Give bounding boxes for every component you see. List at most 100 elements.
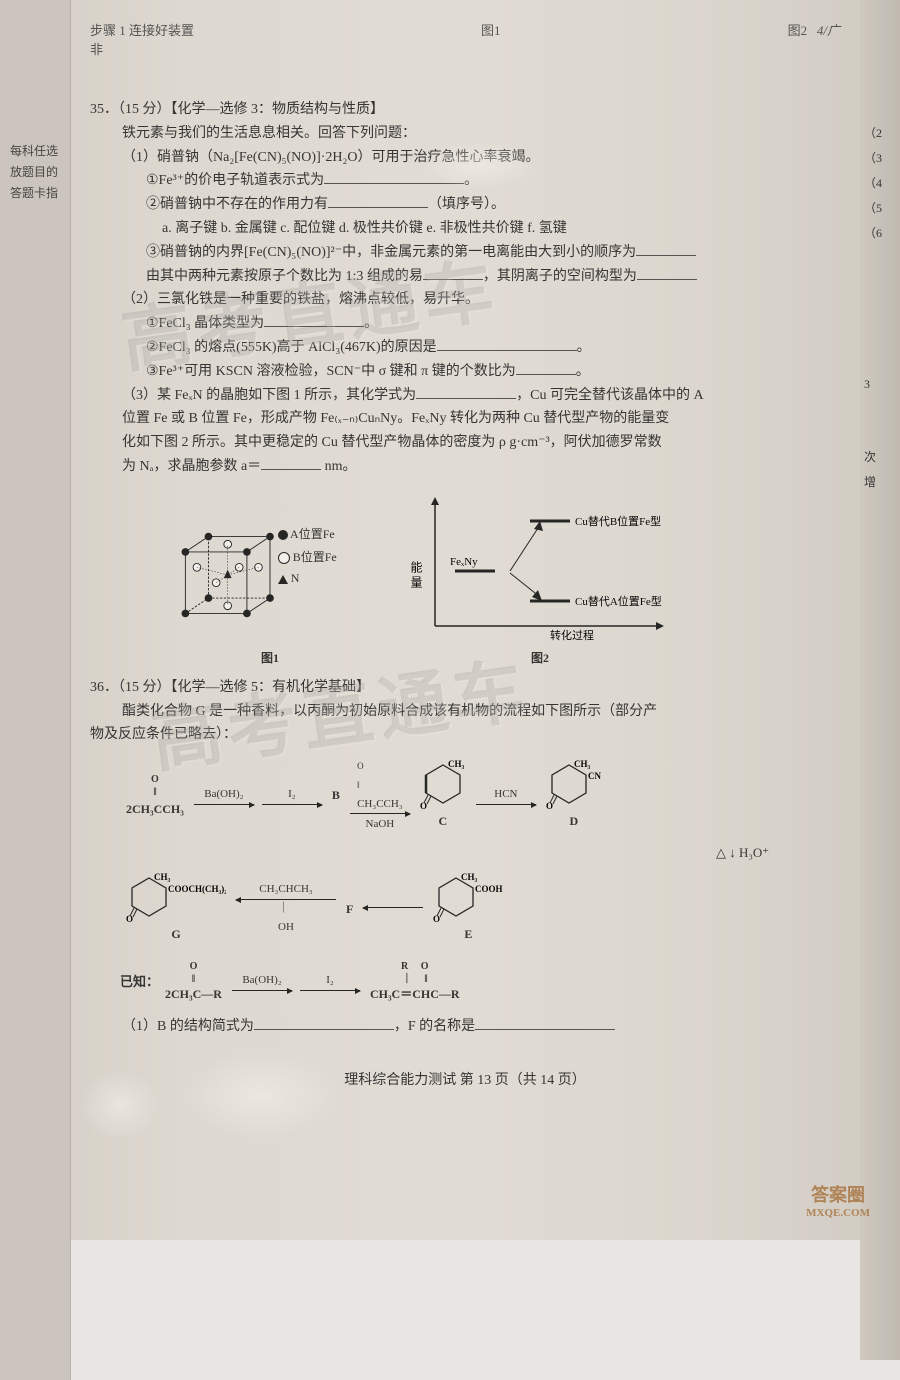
bleed-text: 步骤 1 连接好装置 bbox=[90, 23, 194, 38]
bleed-text: 图2 bbox=[788, 23, 808, 38]
q35-p1c2: 由其中两种元素按原子个数比为 1:3 组成的易，其阴离子的空间构型为 bbox=[90, 265, 840, 289]
edge-text: （3 bbox=[860, 145, 900, 170]
q35-p1b: ②硝普钠中不存在的作用力有（填序号）。 bbox=[90, 193, 840, 217]
level-label: Cu替代B位置Fe型 bbox=[575, 514, 661, 528]
exam-page: 每科任选 放题目的 答题卡指 （2 （3 （4 （5 （6 3 次 增 步骤 1… bbox=[0, 0, 900, 1240]
ring-icon: CH₃ CN O bbox=[546, 759, 602, 809]
top-bleed-row: 步骤 1 连接好装置非 图1 图2 4/广 bbox=[90, 20, 840, 58]
blank bbox=[416, 384, 516, 399]
open-dot-icon bbox=[278, 552, 290, 564]
arrow-left-icon: CH₃CHCH₃｜OH bbox=[236, 880, 336, 936]
handwriting: 4/广 bbox=[817, 23, 840, 38]
right-page-edge: （2 （3 （4 （5 （6 3 次 增 bbox=[860, 0, 900, 1360]
mol-E: CH₃COOHO E bbox=[433, 872, 503, 944]
svg-text:FeₓNy: FeₓNy bbox=[450, 556, 478, 568]
svg-text:COOCH(CH₃)₂: COOCH(CH₃)₂ bbox=[168, 884, 226, 894]
q35-p2a: ①FeCl₃ 晶体类型为。 bbox=[90, 312, 840, 336]
edge-text: 3 bbox=[860, 373, 900, 396]
margin-text: 放题目的 bbox=[0, 161, 70, 182]
svg-text:CH₃: CH₃ bbox=[461, 872, 478, 882]
svg-text:COOH: COOH bbox=[475, 884, 503, 894]
svg-text:CH₃: CH₃ bbox=[574, 759, 591, 769]
left-binding-margin: 每科任选 放题目的 答题卡指 bbox=[0, 0, 71, 1380]
q36-sub1: （1）B 的结构简式为，F 的名称是 bbox=[90, 1015, 840, 1039]
mol-G: CH₃COOCH(CH₃)₂O G bbox=[126, 872, 226, 944]
mol-C: CH₃O C bbox=[420, 759, 466, 831]
margin-text: 每科任选 bbox=[0, 140, 70, 161]
blank bbox=[324, 169, 464, 184]
ring-icon: CH₃ COOH O bbox=[433, 872, 503, 922]
arrow-icon: O‖CH₃CCH₃ NaOH bbox=[350, 757, 410, 834]
q35-p3-l2: 位置 Fe 或 B 位置 Fe，形成产物 Fe₍ₓ₋ₙ₎CuₙNy。FeₓNy … bbox=[90, 407, 840, 431]
q35-p3-l4: 为 Nₐ，求晶胞参数 a＝ nm。 bbox=[90, 455, 840, 479]
figure-1-legend: A位置Fe B位置Fe N bbox=[278, 525, 370, 592]
arrow-icon: I₂ bbox=[300, 971, 360, 992]
ring-icon: CH₃ COOCH(CH₃)₂ O bbox=[126, 872, 226, 922]
blank bbox=[637, 265, 697, 280]
blank bbox=[261, 455, 321, 470]
blank bbox=[516, 360, 576, 375]
q35-p2: （2）三氯化铁是一种重要的铁盐，熔沸点较低，易升华。 bbox=[90, 288, 840, 312]
svg-text:O: O bbox=[546, 801, 553, 809]
svg-text:能 量: 能 量 bbox=[410, 560, 423, 587]
svg-text:CN: CN bbox=[588, 771, 601, 781]
blank bbox=[636, 241, 696, 256]
svg-text:O: O bbox=[126, 914, 133, 922]
q35-p1: （1）硝普钠（Na₂[Fe(CN)₅(NO)]·2H₂O）可用于治疗急性心率衰竭… bbox=[90, 146, 840, 170]
triangle-icon bbox=[278, 575, 288, 584]
down-arrow-icon: △ ↓ H₃O⁺ bbox=[716, 842, 776, 864]
svg-text:O: O bbox=[420, 801, 427, 809]
q35-p1c: ③硝普钠的内界[Fe(CN)₅(NO)]²⁻中，非金属元素的第一电离能由大到小的… bbox=[90, 241, 840, 265]
q35-p3: （3）某 FeₓN 的晶胞如下图 1 所示，其化学式为，Cu 可完全替代该晶体中… bbox=[90, 384, 840, 408]
figure-2: 能 量 Cu替代B位置Fe型 FeₓNy Cu替代A位置Fe型 转化过程 图2 bbox=[410, 491, 670, 666]
mol-D: CH₃CNO D bbox=[546, 759, 602, 831]
filled-dot-icon bbox=[278, 530, 288, 540]
q35-options: a. 离子键 b. 金属键 c. 配位键 d. 极性共价键 e. 非极性共价键 … bbox=[90, 217, 840, 241]
blank bbox=[423, 265, 483, 280]
q35-p1a: ①Fe³⁺的价电子轨道表示式为。 bbox=[90, 169, 840, 193]
cube-svg bbox=[170, 505, 278, 645]
bleed-text: 非 bbox=[90, 42, 103, 57]
mol-B: B bbox=[332, 785, 340, 805]
figure-1-caption: 图1 bbox=[170, 649, 370, 666]
q36-title: 36．（15 分）【化学—选修 5：有机化学基础】 bbox=[90, 676, 840, 700]
figure-1: A位置Fe B位置Fe N 图1 bbox=[170, 505, 370, 666]
arrow-icon: Ba(OH)₂ bbox=[194, 785, 254, 806]
q35-title: 35．（15 分）【化学—选修 3：物质结构与性质】 bbox=[90, 98, 840, 122]
synthesis-scheme: O ‖ 2CH₃CCH₃ Ba(OH)₂ I₂ B O‖CH₃CCH₃ NaOH… bbox=[120, 757, 840, 1005]
mol-start: O ‖ 2CH₃CCH₃ bbox=[126, 771, 184, 819]
answer-logo: 答案圈 MXQE.COM bbox=[806, 1185, 870, 1220]
q36-intro2: 物及反应条件已略去）： bbox=[90, 723, 840, 747]
q35-p2c: ③Fe³⁺可用 KSCN 溶液检验，SCN⁻中 σ 键和 π 键的个数比为。 bbox=[90, 360, 840, 384]
figure-2-caption: 图2 bbox=[410, 649, 670, 666]
figure-row: A位置Fe B位置Fe N 图1 能 量 Cu替代B位置Fe型 FeₓNy Cu bbox=[170, 491, 840, 666]
blank bbox=[437, 336, 577, 351]
svg-text:CH₃: CH₃ bbox=[448, 759, 465, 769]
edge-text: （6 bbox=[860, 220, 900, 245]
q35-p3-l3: 化如下图 2 所示。其中更稳定的 Cu 替代型产物晶体的密度为 ρ g·cm⁻³… bbox=[90, 431, 840, 455]
arrow-icon: I₂ bbox=[262, 785, 322, 806]
edge-text: （2 bbox=[860, 120, 900, 145]
svg-text:Cu替代A位置Fe型: Cu替代A位置Fe型 bbox=[575, 594, 662, 608]
svg-text:CH₃: CH₃ bbox=[154, 872, 171, 882]
edge-text: （4 bbox=[860, 170, 900, 195]
svg-text:O: O bbox=[433, 914, 440, 922]
blank bbox=[264, 312, 364, 327]
blank bbox=[475, 1015, 615, 1030]
blank bbox=[254, 1015, 394, 1030]
margin-text: 答题卡指 bbox=[0, 182, 70, 203]
svg-text:转化过程: 转化过程 bbox=[550, 628, 594, 641]
edge-text: 增 bbox=[860, 469, 900, 494]
blank bbox=[328, 193, 428, 208]
arrow-icon: Ba(OH)₂ bbox=[232, 971, 292, 992]
energy-diagram-svg: 能 量 Cu替代B位置Fe型 FeₓNy Cu替代A位置Fe型 转化过程 bbox=[410, 491, 670, 641]
arrow-left-icon bbox=[363, 907, 423, 909]
mol-F: F bbox=[346, 897, 353, 919]
crystal-cube-diagram bbox=[170, 505, 278, 645]
page-footer: 理科综合能力测试 第 13 页（共 14 页） bbox=[90, 1069, 840, 1089]
paper-smudge bbox=[180, 1050, 340, 1140]
arrow-icon: HCN bbox=[476, 785, 536, 806]
edge-text: （5 bbox=[860, 195, 900, 220]
q36-intro1: 酯类化合物 G 是一种香料，以丙酮为初始原料合成该有机物的流程如下图所示（部分产 bbox=[90, 700, 840, 724]
question-35: 35．（15 分）【化学—选修 3：物质结构与性质】 铁元素与我们的生活息息相关… bbox=[90, 98, 840, 479]
